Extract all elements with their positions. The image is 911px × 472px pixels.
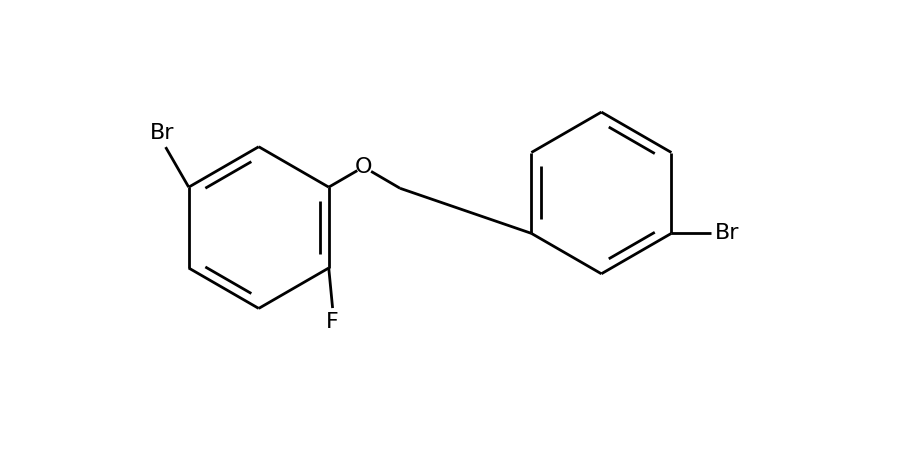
Text: Br: Br (714, 223, 739, 244)
Text: F: F (326, 312, 339, 332)
Text: O: O (354, 157, 372, 177)
Text: Br: Br (149, 123, 174, 143)
